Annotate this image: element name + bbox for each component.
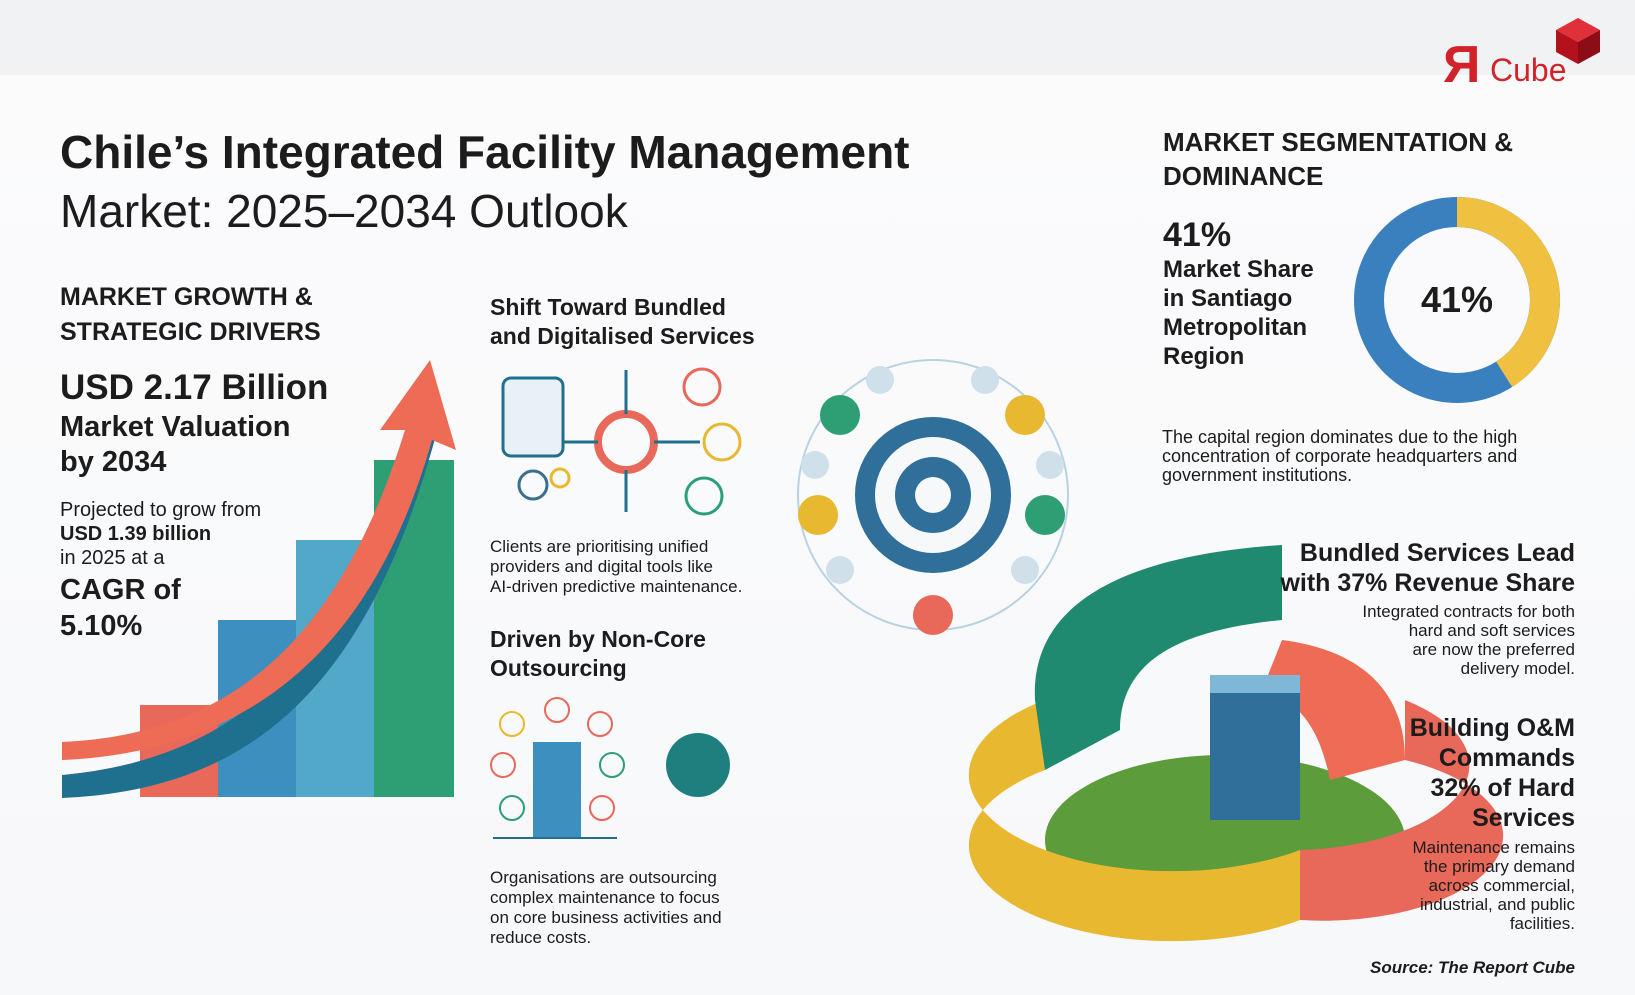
text-line: facilities.	[1509, 914, 1575, 933]
section-text: Integrated contracts for both hard and s…	[1362, 602, 1575, 678]
section-heading: Driven by Non-Core Outsourcing	[490, 625, 706, 683]
caption-line: Region	[1163, 343, 1245, 370]
text-line: providers and digital tools like	[490, 557, 714, 576]
section-heading: Building O&M Commands 32% of Hard Servic…	[1410, 713, 1575, 833]
section-heading: Shift Toward Bundled and Digitalised Ser…	[490, 293, 755, 351]
heading-line: Building O&M	[1409, 714, 1575, 742]
text-line: reduce costs.	[490, 928, 592, 947]
caption-line: Market Share	[1163, 256, 1314, 283]
logo-cube	[1556, 18, 1600, 64]
text-line: on core business activities and	[490, 908, 722, 927]
heading-line: DOMINANCE	[1163, 161, 1324, 191]
cagr-line: CAGR of	[60, 574, 181, 606]
cagr: CAGR of 5.10%	[60, 572, 181, 644]
heading-line: Outsourcing	[490, 655, 627, 681]
text-line: industrial, and public	[1420, 895, 1575, 914]
heading-line: Shift Toward Bundled	[490, 294, 726, 320]
text-line: delivery model.	[1460, 659, 1575, 678]
donut-segment	[1456, 197, 1560, 387]
source: Source: The Report Cube	[1370, 958, 1575, 977]
heading-line: with 37% Revenue Share	[1280, 569, 1575, 597]
text-line: Organisations are outsourcing	[490, 868, 717, 887]
projection-line: USD 1.39 billion	[60, 523, 212, 545]
text-line: government institutions.	[1162, 465, 1353, 485]
growth-illustration	[62, 360, 456, 798]
section-heading: MARKET SEGMENTATION & DOMINANCE	[1163, 125, 1513, 193]
text-line: Clients are prioritising unified	[490, 537, 709, 556]
text-line: the primary demand	[1423, 857, 1575, 876]
caption-line: Metropolitan	[1163, 314, 1307, 341]
section-text: Maintenance remains the primary demand a…	[1412, 838, 1575, 933]
text-line: concentration of corporate headquarters …	[1162, 446, 1518, 466]
cagr-line: 5.10%	[60, 610, 143, 642]
projection-line: in 2025 at a	[60, 547, 165, 569]
heading-line: Bundled Services Lead	[1299, 539, 1575, 567]
section-heading: Bundled Services Lead with 37% Revenue S…	[1280, 538, 1575, 598]
heading-line: and Digitalised Services	[490, 323, 755, 349]
logo-mark: Я	[1443, 36, 1481, 94]
title: Chile’s Integrated Facility Management	[60, 126, 910, 178]
share-value: 41%	[1163, 216, 1232, 254]
heading-line: STRATEGIC DRIVERS	[60, 318, 321, 346]
valuation-line: Market Valuation	[60, 411, 291, 443]
text-line: Integrated contracts for both	[1362, 602, 1575, 621]
text-line: The capital region dominates due to the …	[1162, 427, 1518, 447]
projection: Projected to grow from USD 1.39 billion …	[60, 498, 261, 570]
section-heading: MARKET GROWTH & STRATEGIC DRIVERS	[60, 280, 321, 350]
valuation-caption: Market Valuation by 2034	[60, 410, 290, 480]
donut-chart: 41%	[1354, 197, 1560, 403]
valuation: USD 2.17 Billion	[60, 368, 329, 407]
heading-line: Services	[1472, 804, 1575, 832]
section-text: Organisations are outsourcing complex ma…	[490, 868, 722, 948]
projection-line: Projected to grow from	[60, 499, 262, 521]
section-text: The capital region dominates due to the …	[1162, 428, 1517, 485]
section-text: Clients are prioritising unified provide…	[490, 537, 742, 597]
text-line: across commercial,	[1428, 876, 1575, 895]
gear-illustration	[797, 359, 1069, 635]
valuation-line: by 2034	[60, 446, 167, 478]
heading-line: MARKET SEGMENTATION &	[1163, 127, 1514, 157]
heading-line: Commands	[1438, 744, 1575, 772]
subtitle: Market: 2025–2034 Outlook	[60, 185, 628, 237]
text-line: AI-driven predictive maintenance.	[490, 577, 743, 596]
caption-line: in Santiago	[1163, 285, 1293, 312]
text-line: are now the preferred	[1412, 640, 1575, 659]
pie-3d-illustration	[968, 545, 1504, 942]
outsourcing-icons	[490, 697, 730, 839]
donut-label: 41%	[1421, 279, 1493, 320]
digital-services-icons	[501, 367, 742, 516]
text-line: complex maintenance to focus	[490, 888, 720, 907]
heading-line: MARKET GROWTH &	[60, 283, 313, 311]
heading-line: 32% of Hard	[1430, 774, 1575, 802]
text-line: hard and soft services	[1408, 621, 1575, 640]
heading-line: Driven by Non-Core	[490, 626, 706, 652]
logo-text: Cube	[1490, 52, 1567, 88]
text-line: Maintenance remains	[1412, 838, 1575, 857]
share-caption: Market Share in Santiago Metropolitan Re…	[1163, 255, 1314, 371]
